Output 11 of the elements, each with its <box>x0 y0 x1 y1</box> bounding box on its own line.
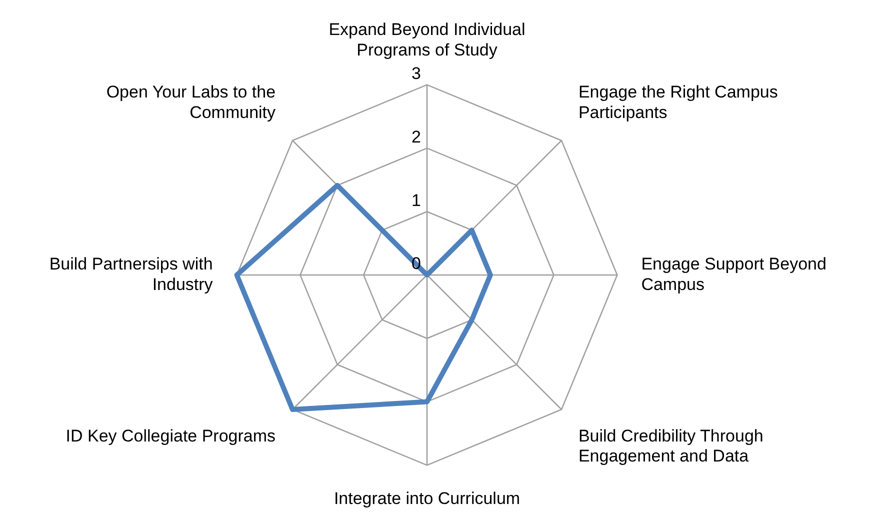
spoke-label: ID Key Collegiate Programs <box>66 426 276 446</box>
spoke-label: Engage the Right Campus Participants <box>578 82 778 122</box>
spoke-label: Expand Beyond Individual Programs of Study <box>328 20 526 60</box>
spoke-label: Open Your Labs to the Community <box>106 82 276 122</box>
spoke-label: Build Credibility Through Engagement and Data <box>578 426 764 466</box>
spoke-label: Build Partnersips with Industry <box>49 254 214 294</box>
y-tick-label: 2 <box>412 127 421 146</box>
y-tick-label: 1 <box>412 190 421 210</box>
y-tick-label: 3 <box>412 64 421 83</box>
spoke-label: Integrate into Curriculum <box>334 489 520 508</box>
spoke-label: Engage Support Beyond Campus <box>641 254 826 294</box>
